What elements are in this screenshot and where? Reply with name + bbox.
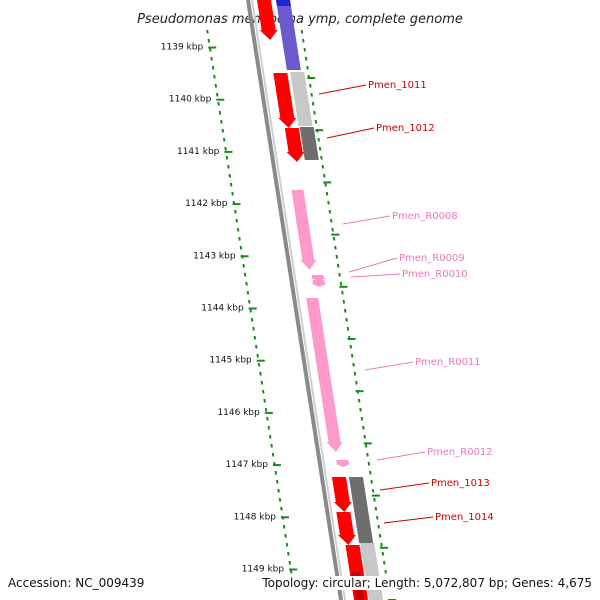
- label-pmen-r0010-leader: [350, 273, 401, 278]
- label-pmen-1013: Pmen_1013: [431, 478, 490, 489]
- rna-arrow-pmen-r0010: [310, 280, 327, 287]
- kbp-label: 1148 kbp: [234, 512, 277, 522]
- label-pmen-r0008-leader: [342, 215, 391, 225]
- feature-track: [257, 0, 383, 600]
- gene-block-grey-light: [290, 72, 313, 126]
- label-pmen-r0008: Pmen_R0008: [392, 211, 458, 222]
- accession-text: Accession: NC_009439: [8, 576, 145, 590]
- gene-block-grey-dark: [299, 127, 319, 160]
- gene-block-blue-top: [276, 0, 291, 6]
- gene-block-top: [257, 0, 268, 2]
- label-pmen-1014-leader: [383, 516, 434, 524]
- rna-arrow-pmen-r0008: [291, 190, 317, 270]
- label-pmen-1012: Pmen_1012: [376, 123, 435, 134]
- kbp-label: 1141 kbp: [177, 147, 220, 157]
- kbp-label: 1140 kbp: [169, 95, 212, 105]
- right-tick-line: [300, 29, 387, 574]
- kbp-label: 1145 kbp: [209, 356, 252, 366]
- label-pmen-r0010: Pmen_R0010: [402, 269, 468, 280]
- gene-arrow-pmen-1013: [331, 477, 352, 512]
- rna-arrow-pmen-r0011: [306, 298, 343, 452]
- kbp-label: 1149 kbp: [242, 565, 285, 575]
- label-pmen-1011-leader: [318, 84, 367, 95]
- label-pmen-r0012-leader: [376, 451, 426, 461]
- map-title: Pseudomonas mendocina ymp, complete geno…: [137, 12, 463, 27]
- kbp-label: 1143 kbp: [193, 251, 236, 261]
- left-tick-line: [206, 29, 293, 574]
- kbp-label: 1147 kbp: [226, 460, 269, 470]
- label-pmen-r0009-leader: [348, 257, 398, 273]
- backbone-line-dark: [246, 0, 343, 600]
- label-pmen-r0011: Pmen_R0011: [415, 357, 481, 368]
- label-pmen-r0012: Pmen_R0012: [427, 447, 493, 458]
- label-pmen-1011: Pmen_1011: [368, 80, 427, 91]
- genome-summary-text: Topology: circular; Length: 5,072,807 bp…: [262, 576, 592, 590]
- kbp-label: 1146 kbp: [217, 408, 260, 418]
- gene-arrow-pmen-1011: [273, 73, 297, 128]
- gene-block-grey-dark-2: [348, 477, 374, 543]
- gene-arrow: [257, 0, 278, 40]
- label-pmen-r0011-leader: [364, 361, 414, 371]
- scale-ticks: 1139 kbp 1140 kbp 1141 kbp 1142 kbp 1143 kbp…: [161, 29, 396, 600]
- label-pmen-1012-leader: [326, 127, 375, 139]
- gene-arrow-pmen-1012: [284, 128, 305, 162]
- label-pmen-1014: Pmen_1014: [435, 512, 494, 523]
- rna-arrow-pmen-r0009: [310, 275, 327, 281]
- gene-arrow-pmen-1014: [336, 512, 356, 545]
- feature-labels: Pmen_1011 Pmen_1012 Pmen_R0008 Pmen_R0009 Pm…: [318, 80, 494, 524]
- label-pmen-1013-leader: [379, 482, 430, 491]
- gene-block-blue: [276, 0, 301, 70]
- backbone-line-light: [251, 0, 346, 600]
- kbp-label: 1142 kbp: [185, 199, 228, 209]
- kbp-label: 1139 kbp: [161, 43, 204, 53]
- rna-arrow-pmen-r0012: [334, 460, 351, 467]
- label-pmen-r0009: Pmen_R0009: [399, 253, 465, 264]
- kbp-label: 1144 kbp: [201, 304, 244, 314]
- chromosome-backbone: [246, 0, 346, 600]
